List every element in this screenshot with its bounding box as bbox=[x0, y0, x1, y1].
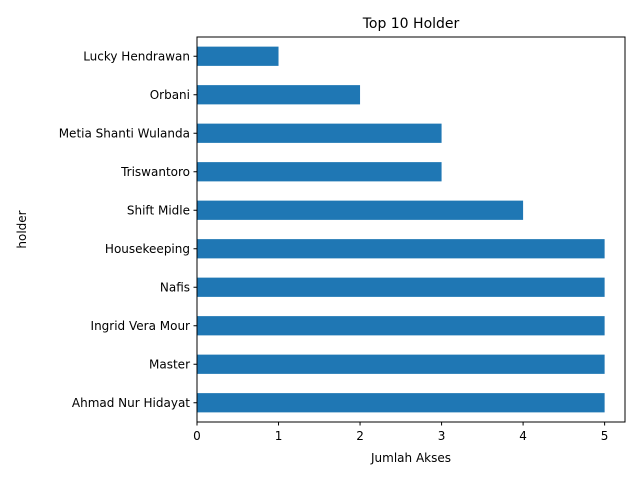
y-tick-label: Orbani bbox=[150, 88, 190, 102]
x-axis-ticks: 0 1 2 3 4 5 bbox=[193, 422, 608, 443]
y-tick-label: Lucky Hendrawan bbox=[83, 49, 190, 63]
x-tick-label: 2 bbox=[356, 429, 364, 443]
plot-frame bbox=[196, 36, 626, 423]
y-tick-label: Metia Shanti Wulanda bbox=[59, 126, 190, 140]
bar bbox=[197, 200, 524, 220]
bar bbox=[197, 239, 605, 259]
y-tick-label: Ingrid Vera Mour bbox=[91, 319, 191, 333]
x-tick-label: 1 bbox=[275, 429, 283, 443]
y-tick-label: Ahmad Nur Hidayat bbox=[72, 396, 190, 410]
x-tick-label: 3 bbox=[438, 429, 446, 443]
bar bbox=[197, 162, 442, 182]
bar bbox=[197, 316, 605, 336]
bar bbox=[197, 46, 279, 66]
y-tick-label: Nafis bbox=[160, 280, 190, 294]
bars-group bbox=[197, 46, 605, 413]
x-tick-label: 4 bbox=[519, 429, 527, 443]
y-tick-label: Triswantoro bbox=[120, 165, 190, 179]
y-axis-ticks: Ahmad Nur Hidayat Master Ingrid Vera Mour N… bbox=[59, 49, 197, 410]
y-tick-label: Master bbox=[149, 357, 190, 371]
y-tick-label: Shift Midle bbox=[127, 203, 190, 217]
y-axis-title: holder bbox=[15, 210, 29, 248]
y-tick-label: Housekeeping bbox=[105, 242, 190, 256]
bar bbox=[197, 393, 605, 413]
x-axis-title: Jumlah Akses bbox=[370, 451, 451, 465]
x-tick-label: 5 bbox=[601, 429, 609, 443]
bar bbox=[197, 123, 442, 143]
bar bbox=[197, 354, 605, 374]
x-tick-label: 0 bbox=[193, 429, 201, 443]
chart-title: Top 10 Holder bbox=[362, 16, 460, 32]
bar bbox=[197, 277, 605, 297]
bar bbox=[197, 85, 361, 105]
